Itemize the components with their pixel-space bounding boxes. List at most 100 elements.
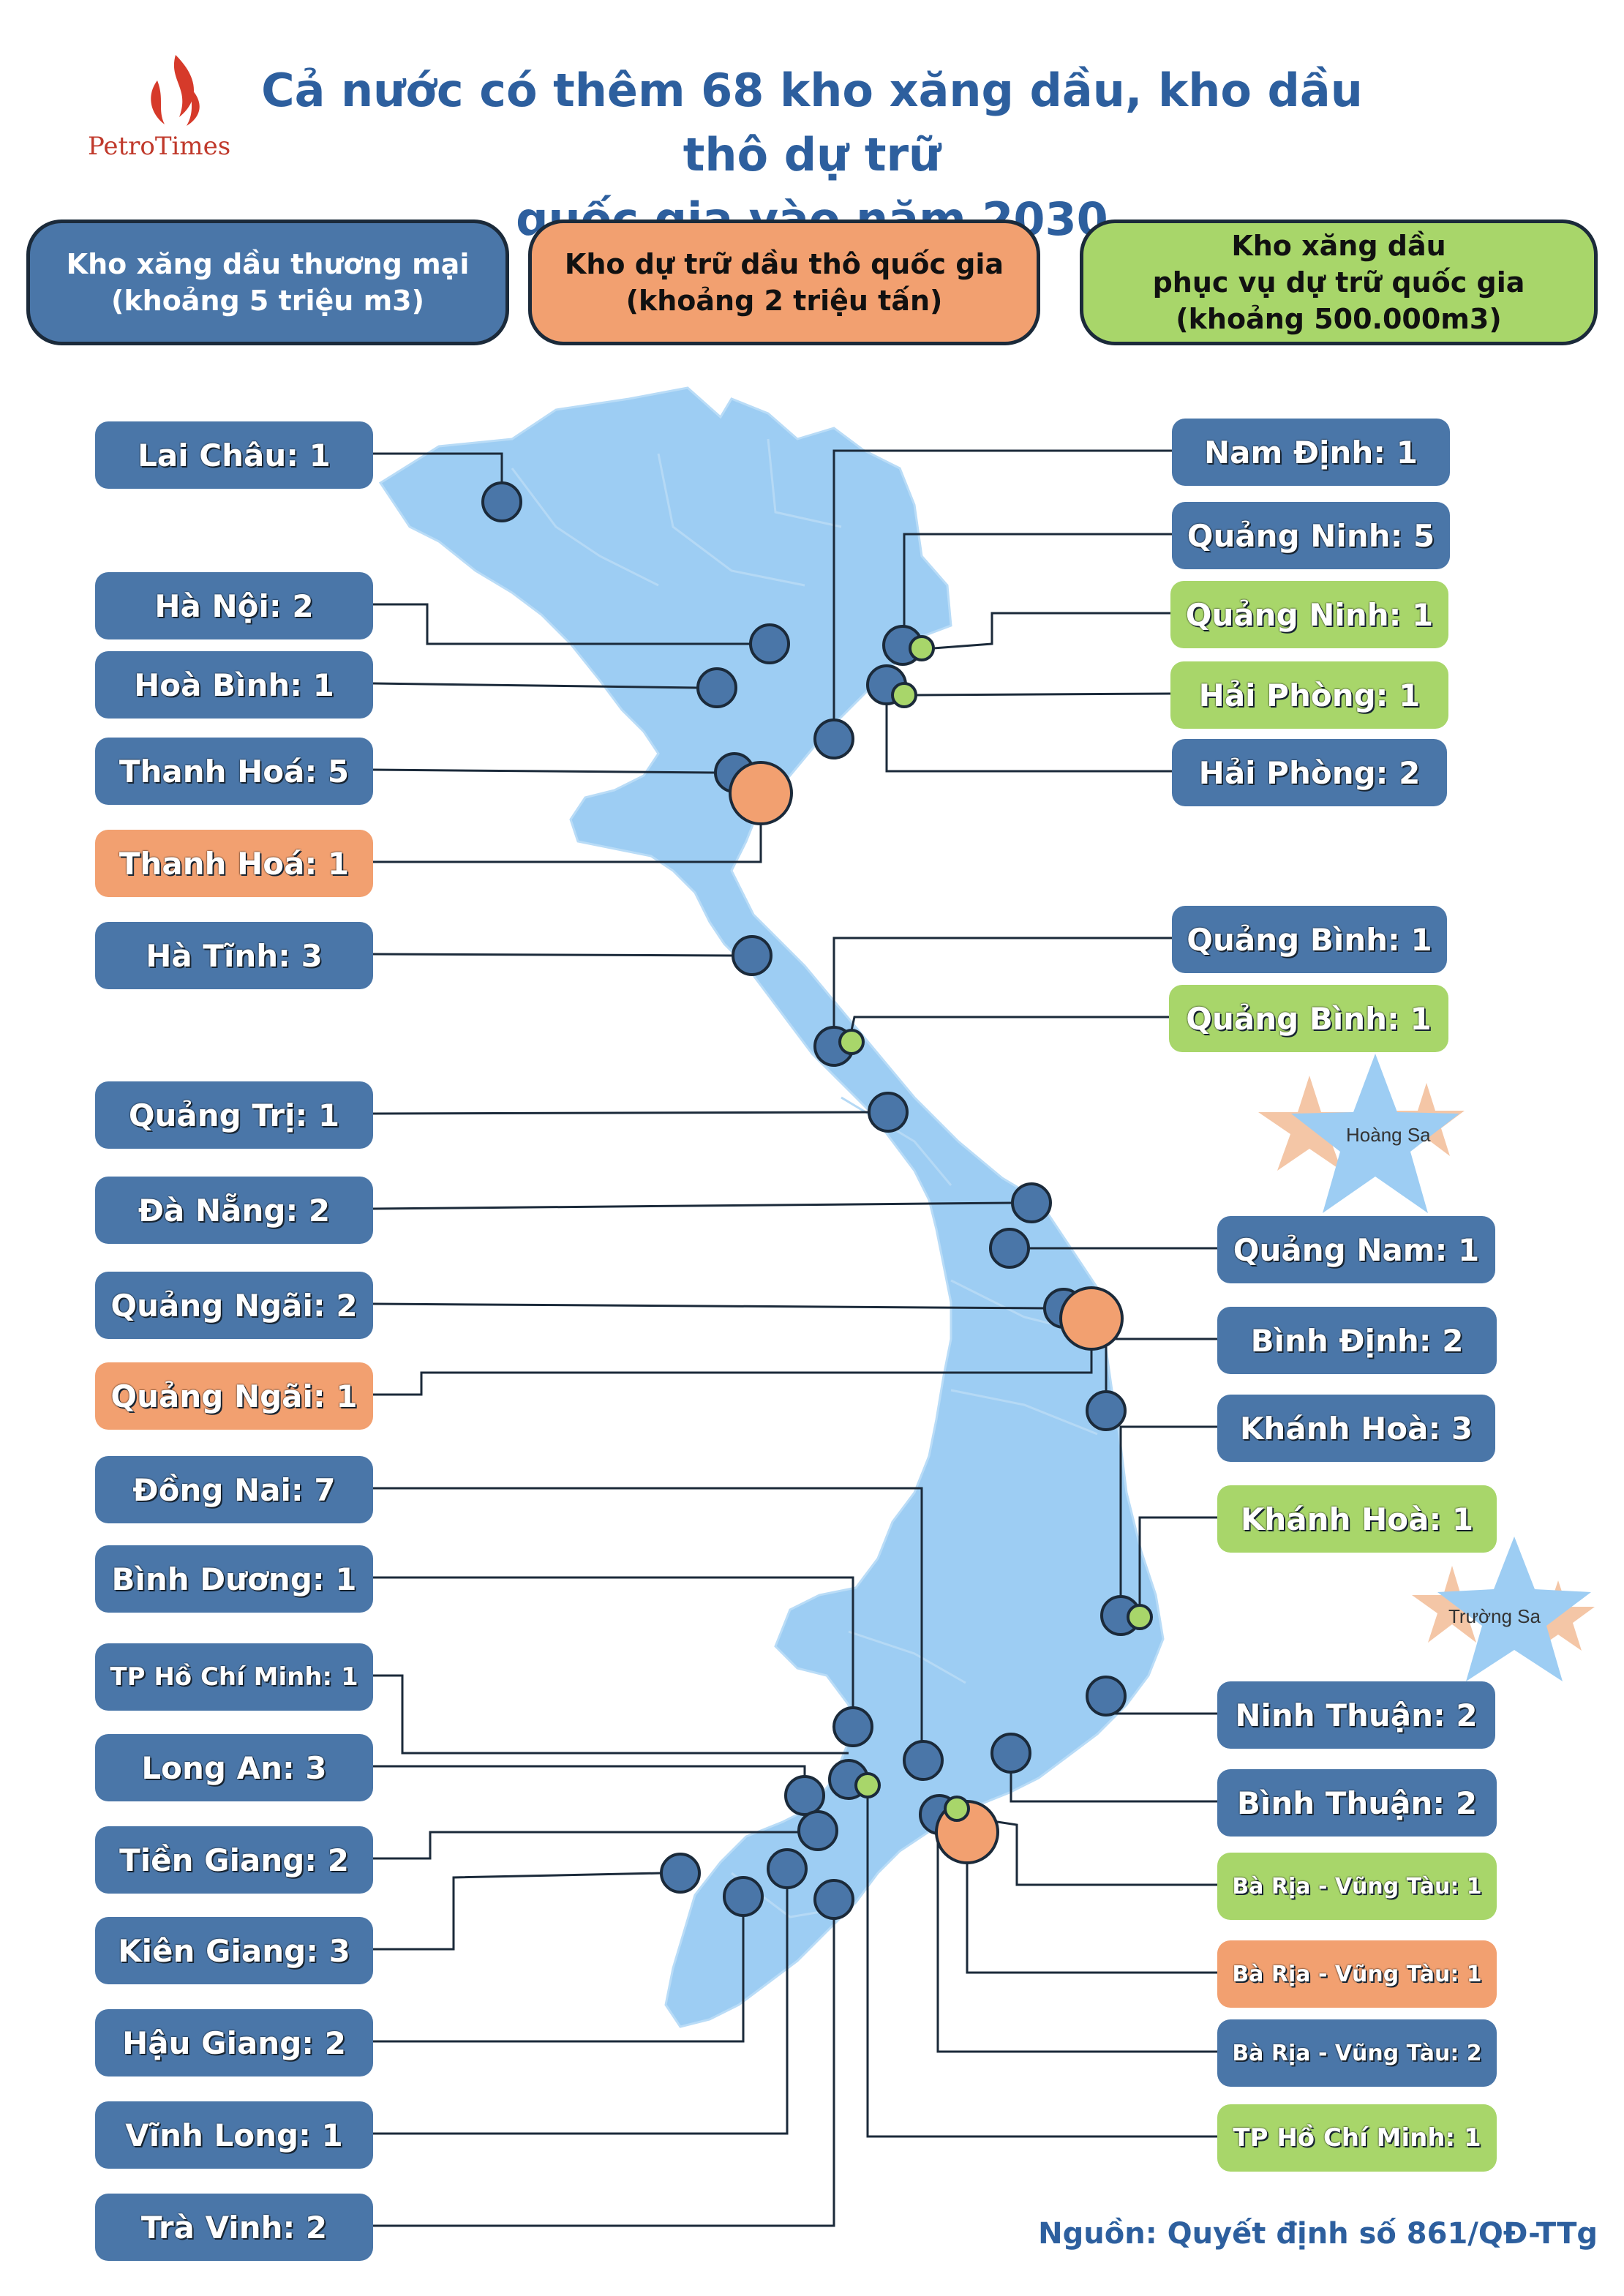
connector-line bbox=[372, 1201, 1013, 1210]
connector-line bbox=[903, 533, 1172, 626]
legend-commercial: Kho xăng dầu thương mại (khoảng 5 triệu m… bbox=[26, 220, 509, 345]
connector-line bbox=[850, 1016, 1169, 1031]
province-label-commercial: Nam Định: 1 bbox=[1172, 419, 1450, 486]
connector-line bbox=[866, 1797, 1217, 2138]
province-label-commercial: Hải Phòng: 2 bbox=[1172, 739, 1447, 806]
province-label-commercial: Quảng Ninh: 5 bbox=[1172, 502, 1450, 569]
province-label-commercial: Long An: 3 bbox=[95, 1734, 373, 1801]
connector-line bbox=[832, 449, 1172, 720]
commercial-storage-marker bbox=[990, 1733, 1031, 1774]
province-label-commercial: Quảng Bình: 1 bbox=[1172, 906, 1447, 973]
commercial-storage-marker bbox=[696, 667, 737, 708]
storage-markers bbox=[481, 481, 1153, 1920]
connector-line bbox=[885, 704, 1172, 773]
reserve-storage-marker bbox=[944, 1796, 970, 1822]
connector-line bbox=[933, 612, 1170, 650]
commercial-storage-marker bbox=[749, 623, 790, 664]
commercial-storage-marker bbox=[1011, 1182, 1052, 1223]
province-label-commercial: Kiên Giang: 3 bbox=[95, 1917, 373, 1984]
province-label-commercial: Đồng Nai: 7 bbox=[95, 1456, 373, 1523]
vietnam-map bbox=[378, 386, 1165, 2028]
reserve-storage-marker bbox=[854, 1772, 881, 1798]
province-label-commercial: Khánh Hoà: 3 bbox=[1217, 1395, 1495, 1462]
connector-line bbox=[372, 953, 734, 957]
commercial-storage-marker bbox=[903, 1740, 944, 1781]
legend-crude-line-2: (khoảng 2 triệu tấn) bbox=[625, 285, 943, 317]
province-label-reserve: Bà Rịa - Vũng Tàu: 1 bbox=[1217, 1853, 1497, 1920]
province-label-commercial: Bình Dương: 1 bbox=[95, 1545, 373, 1613]
connector-line bbox=[1010, 1772, 1217, 1803]
commercial-storage-marker bbox=[1086, 1676, 1127, 1717]
truong-sa-label: Trường Sa bbox=[1448, 1605, 1541, 1627]
connector-line bbox=[373, 1831, 799, 1860]
province-label-commercial: Ninh Thuận: 2 bbox=[1217, 1681, 1495, 1749]
connector-line bbox=[373, 1916, 745, 2043]
source-note: Nguồn: Quyết định số 861/QĐ-TTg bbox=[1038, 2217, 1598, 2251]
province-label-commercial: Hoà Bình: 1 bbox=[95, 651, 373, 719]
commercial-storage-marker bbox=[767, 1848, 808, 1889]
connector-line bbox=[936, 1834, 1217, 2053]
legend-crude: Kho dự trữ dầu thô quốc gia (khoảng 2 tri… bbox=[528, 220, 1040, 345]
connector-line bbox=[915, 692, 1171, 697]
province-label-commercial: TP Hồ Chí Minh: 1 bbox=[95, 1643, 373, 1711]
legend-reserve-line-1: Kho xăng dầu bbox=[1231, 230, 1446, 262]
commercial-storage-marker bbox=[723, 1876, 764, 1917]
province-label-commercial: Bình Thuận: 2 bbox=[1217, 1769, 1497, 1837]
commercial-storage-marker bbox=[1086, 1390, 1127, 1431]
reserve-storage-marker bbox=[909, 635, 935, 661]
province-label-crude: Thanh Hoá: 1 bbox=[95, 830, 373, 897]
province-label-crude: Bà Rịa - Vũng Tàu: 1 bbox=[1217, 1940, 1497, 2008]
commercial-storage-marker bbox=[732, 935, 772, 976]
province-label-commercial: Bình Định: 2 bbox=[1217, 1307, 1497, 1374]
title-line-1: Cả nước có thêm 68 kho xăng dầu, kho dầu… bbox=[261, 64, 1363, 181]
connector-line bbox=[373, 603, 751, 645]
legend-commercial-line-2: (khoảng 5 triệu m3) bbox=[111, 285, 424, 317]
province-label-commercial: Quảng Nam: 1 bbox=[1217, 1216, 1495, 1283]
petrotimes-flame-icon bbox=[151, 55, 200, 126]
province-label-commercial: Quảng Ngãi: 2 bbox=[95, 1272, 373, 1339]
commercial-storage-marker bbox=[813, 1879, 854, 1920]
connector-line bbox=[373, 1576, 854, 1708]
truong-sa-island: Trường Sa bbox=[1412, 1537, 1595, 1681]
legend-commercial-line-1: Kho xăng dầu thương mại bbox=[66, 248, 470, 280]
connector-line bbox=[373, 1674, 849, 1755]
province-label-commercial: Thanh Hoá: 5 bbox=[95, 738, 373, 805]
commercial-storage-marker bbox=[868, 1092, 909, 1133]
logo-part-1: Petro bbox=[88, 132, 155, 161]
connector-line bbox=[832, 937, 1172, 1027]
connector-line bbox=[373, 1487, 923, 1741]
commercial-storage-marker bbox=[832, 1706, 873, 1747]
connector-line bbox=[373, 824, 762, 863]
connector-line bbox=[968, 1816, 1217, 1886]
legend-crude-line-1: Kho dự trữ dầu thô quốc gia bbox=[564, 248, 1004, 280]
crude-storage-marker bbox=[1059, 1286, 1124, 1351]
commercial-storage-marker bbox=[481, 481, 522, 522]
province-label-commercial: Hà Nội: 2 bbox=[95, 572, 373, 639]
connector-line bbox=[1138, 1516, 1217, 1605]
province-label-reserve: Hải Phòng: 1 bbox=[1170, 661, 1448, 729]
connector-line bbox=[1105, 1338, 1217, 1392]
connector-line bbox=[966, 1863, 1217, 1974]
connector-line bbox=[373, 452, 503, 490]
commercial-storage-marker bbox=[660, 1853, 701, 1894]
connector-line bbox=[372, 768, 716, 774]
province-label-reserve: TP Hồ Chí Minh: 1 bbox=[1217, 2104, 1497, 2172]
connector-line bbox=[373, 1349, 1093, 1396]
province-label-commercial: Đà Nẵng: 2 bbox=[95, 1177, 373, 1244]
logo-part-2: Times bbox=[154, 132, 231, 161]
connector-line bbox=[373, 1872, 662, 1951]
hoang-sa-island: Hoàng Sa bbox=[1258, 1054, 1465, 1213]
province-label-commercial: Hà Tĩnh: 3 bbox=[95, 922, 373, 989]
connector-lines bbox=[372, 449, 1217, 2227]
connector-line bbox=[372, 1302, 1045, 1310]
province-label-commercial: Quảng Trị: 1 bbox=[95, 1081, 373, 1149]
province-label-commercial: Trà Vinh: 2 bbox=[95, 2194, 373, 2261]
commercial-storage-marker bbox=[797, 1810, 838, 1851]
petrotimes-logo: PetroTimes bbox=[88, 132, 230, 161]
reserve-storage-marker bbox=[891, 682, 917, 708]
connector-line bbox=[372, 682, 699, 689]
province-label-commercial: Lai Châu: 1 bbox=[95, 421, 373, 489]
legend-reserve: Kho xăng dầu phục vụ dự trữ quốc gia (khoả… bbox=[1080, 220, 1598, 345]
